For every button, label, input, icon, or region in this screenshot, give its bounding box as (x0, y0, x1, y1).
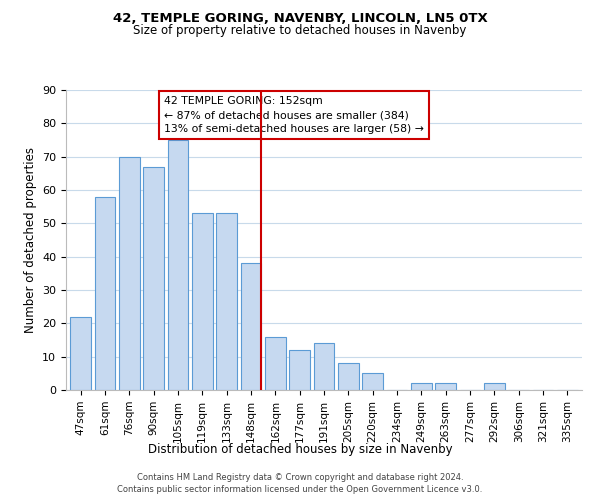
Bar (70, 316, 91, 390)
Bar (216, 214, 237, 390)
Bar (436, 384, 456, 390)
Text: Distribution of detached houses by size in Navenby: Distribution of detached houses by size … (148, 442, 452, 456)
Bar (95, 196, 115, 390)
Bar (362, 374, 383, 390)
Bar (265, 336, 286, 390)
Bar (192, 214, 212, 390)
Bar (314, 344, 334, 390)
Bar (338, 364, 359, 390)
Text: 42 TEMPLE GORING: 152sqm
← 87% of detached houses are smaller (384)
13% of semi-: 42 TEMPLE GORING: 152sqm ← 87% of detach… (164, 96, 424, 134)
Bar (411, 384, 432, 390)
Bar (289, 350, 310, 390)
Text: Contains public sector information licensed under the Open Government Licence v3: Contains public sector information licen… (118, 485, 482, 494)
Bar (119, 156, 140, 390)
Text: Size of property relative to detached houses in Navenby: Size of property relative to detached ho… (133, 24, 467, 37)
Y-axis label: Number of detached properties: Number of detached properties (23, 147, 37, 333)
Text: 42, TEMPLE GORING, NAVENBY, LINCOLN, LN5 0TX: 42, TEMPLE GORING, NAVENBY, LINCOLN, LN5… (113, 12, 487, 26)
Bar (167, 140, 188, 390)
Text: Contains HM Land Registry data © Crown copyright and database right 2024.: Contains HM Land Registry data © Crown c… (137, 472, 463, 482)
Bar (484, 384, 505, 390)
Bar (241, 264, 262, 390)
Bar (143, 166, 164, 390)
